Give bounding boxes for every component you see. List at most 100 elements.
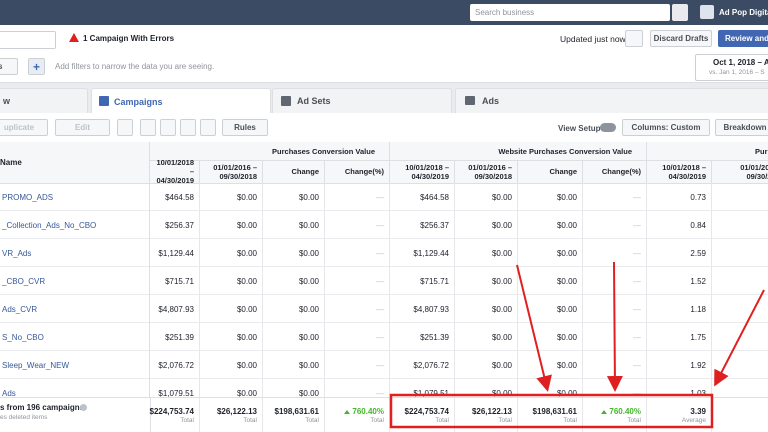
footer-cell: 760.40% Total — [583, 398, 647, 432]
adset-icon — [281, 96, 291, 106]
change-percent: — — [325, 379, 390, 407]
icon-button[interactable] — [180, 119, 196, 136]
footer-value: 3.39 — [690, 407, 706, 416]
edit-button[interactable]: Edit — [55, 119, 110, 136]
footer-caption: Total — [498, 417, 512, 424]
metric-value: $4,807.93 — [150, 295, 200, 323]
metric-value: $0.00 — [518, 183, 583, 211]
metric-value: $0.00 — [518, 379, 583, 407]
view-setup-toggle[interactable] — [600, 123, 616, 132]
metric-value: $0.00 — [200, 239, 263, 267]
column-header: 10/01/2018 – 04/30/2019 — [647, 160, 712, 183]
group-header: Purchases Conversion Value — [150, 142, 390, 160]
group-header: Website Purchases Conversion Value — [390, 142, 647, 160]
metric-value: $4,807.93 — [390, 295, 455, 323]
footer-cell: $26,122.13 Total — [200, 398, 263, 432]
change-percent: — — [325, 351, 390, 379]
account-dropdown[interactable] — [0, 31, 56, 49]
tab-active[interactable]: Campaigns — [91, 88, 271, 114]
error-message[interactable]: 1 Campaign With Errors — [83, 34, 175, 43]
metric-value: 0.84 — [647, 211, 712, 239]
metric-value: $0.00 — [200, 211, 263, 239]
duplicate-button[interactable]: uplicate — [0, 119, 48, 136]
search-placeholder: Search business — [475, 8, 535, 17]
footer-cell: $198,631.61 Total — [518, 398, 583, 432]
metric-value: $715.71 — [390, 267, 455, 295]
icon-button[interactable] — [200, 119, 216, 136]
footer-cell: $224,753.74 Total — [150, 398, 200, 432]
metric-value: $0.00 — [263, 379, 325, 407]
campaign-table: Name Purchases Conversion Value Website Pu… — [0, 142, 768, 432]
footer-caption: Total — [370, 417, 384, 424]
metric-value: $0.00 — [518, 239, 583, 267]
footer-caption: Total — [627, 417, 641, 424]
search-button[interactable] — [672, 4, 688, 21]
metric-value: $0.00 — [455, 211, 518, 239]
account-icon — [700, 5, 714, 19]
icon-button[interactable] — [140, 119, 156, 136]
change-percent: — — [583, 239, 647, 267]
up-arrow — [344, 409, 351, 414]
footer-value: $224,753.74 — [404, 407, 450, 416]
account-name[interactable]: Ad Pop Digital — [719, 8, 768, 17]
column-header: Change(%) — [583, 160, 647, 183]
group-divider — [150, 160, 768, 161]
column-header: 01/01/2016 – 09/30/2018 — [455, 160, 518, 183]
footer-value: 760.40% — [609, 407, 641, 416]
campaign-name: VR_Ads — [0, 239, 150, 267]
footer-cell: $198,631.61 Total — [263, 398, 325, 432]
change-percent: — — [583, 183, 647, 211]
error-icon — [69, 33, 79, 42]
rules-button[interactable]: Rules — [222, 119, 268, 136]
name-header: Name — [0, 142, 150, 183]
search-box[interactable] — [470, 4, 670, 21]
tab[interactable]: Ads — [455, 88, 768, 113]
campaign-name: S_No_CBO — [0, 323, 150, 351]
tab[interactable]: w — [0, 88, 88, 113]
metric-value: 0.73 — [647, 183, 712, 211]
campaign-name: PROMO_ADS — [0, 183, 150, 211]
footer-cell: $224,753.74 Total — [390, 398, 455, 432]
icon-button[interactable] — [117, 119, 133, 136]
arrow — [714, 289, 765, 387]
column-header: 01/01/2016 – 09/30/2018 — [712, 160, 768, 183]
change-percent: — — [583, 351, 647, 379]
metric-value: $0.00 — [455, 183, 518, 211]
date-picker[interactable] — [695, 54, 768, 81]
filter-bar — [0, 52, 768, 83]
filter-dropdown[interactable]: s — [0, 58, 18, 75]
metric-value: $0.00 — [263, 211, 325, 239]
footer-value-line: $26,122.13 — [472, 407, 512, 416]
footer-caption: Total — [180, 417, 194, 424]
metric-value: $715.71 — [150, 267, 200, 295]
footer-value: $224,753.74 — [149, 407, 195, 416]
footer-value-line: $26,122.13 — [217, 407, 257, 416]
refresh-button[interactable] — [625, 30, 643, 47]
change-percent: — — [583, 323, 647, 351]
column-header: Change — [263, 160, 325, 183]
row-divider — [0, 378, 768, 379]
metric-value: $0.00 — [518, 295, 583, 323]
arrow — [606, 261, 623, 392]
metric-value: $464.58 — [390, 183, 455, 211]
breakdown-button[interactable]: Breakdown — [715, 119, 768, 136]
column-header: 10/01/2018 – 04/30/2019 — [150, 160, 200, 183]
add-filter-button[interactable]: + — [28, 58, 45, 75]
columns-button[interactable]: Columns: Custom — [622, 119, 710, 136]
metric-value: $0.00 — [200, 379, 263, 407]
compare-range: vs. Jan 1, 2016 – S — [709, 69, 765, 76]
campaign-name: _CBO_CVR — [0, 267, 150, 295]
icon-button[interactable] — [160, 119, 176, 136]
footer-value: $26,122.13 — [471, 407, 512, 416]
metric-value: $0.00 — [518, 323, 583, 351]
tab[interactable]: Ad Sets — [272, 88, 452, 113]
metric-value: $0.00 — [200, 351, 263, 379]
change-percent: — — [583, 267, 647, 295]
row-divider — [0, 266, 768, 267]
footer-value-line: $224,753.74 — [405, 407, 450, 416]
footer-label: s from 196 campaigns — [0, 403, 85, 412]
review-button[interactable]: Review and — [718, 30, 768, 47]
discard-button[interactable]: Discard Drafts — [650, 30, 712, 47]
